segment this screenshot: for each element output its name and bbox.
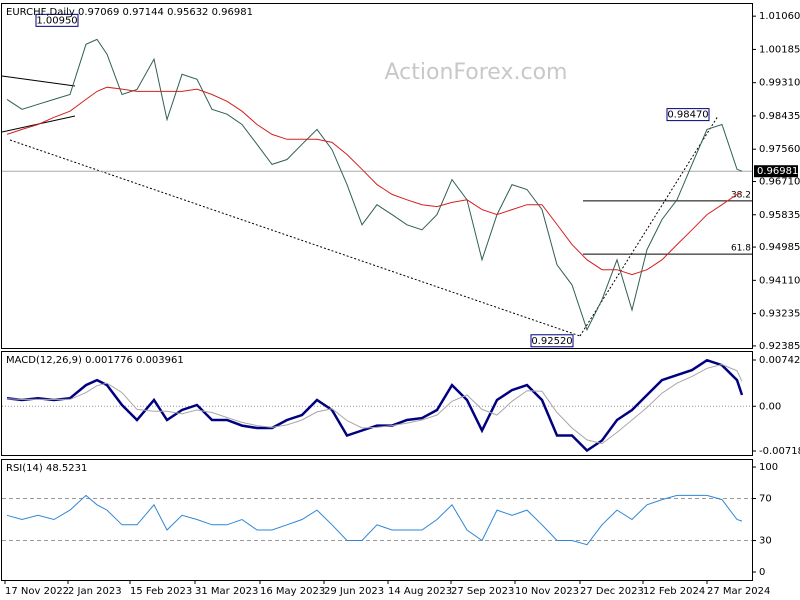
series-line	[6, 86, 743, 276]
y-tick-label: 0	[759, 567, 765, 578]
y-tick-label: 100	[759, 462, 778, 473]
x-tick-label: 12 Feb 2024	[643, 586, 705, 597]
watermark: ActionForex.com	[385, 60, 568, 85]
panel-frames	[1, 3, 753, 581]
fib-label: 38.2	[731, 190, 751, 200]
trend-line	[579, 115, 719, 337]
y-tick-label: 0.96710	[759, 177, 800, 188]
current-price-box	[754, 165, 798, 178]
price-label: 0.98470	[667, 110, 708, 121]
price-label-box	[666, 108, 710, 122]
x-tick-label: 17 Nov 2022	[5, 586, 69, 597]
macd-frame	[1, 351, 753, 456]
price-label: 1.00950	[36, 15, 77, 26]
price-label-box	[35, 13, 79, 27]
y-tick-label: 0.007427	[759, 355, 800, 366]
x-tick-label: 27 Dec 2023	[580, 586, 644, 597]
x-tick-label: 10 Nov 2023	[515, 586, 579, 597]
y-tick-label: 0.00	[759, 401, 781, 412]
x-tick-label: 27 Sep 2023	[451, 586, 514, 597]
price-label: 0.92520	[531, 336, 572, 347]
y-tick-label: -0.007186	[759, 446, 800, 457]
price-frame	[1, 3, 753, 349]
y-tick-label: 0.97560	[759, 144, 800, 155]
x-tick-label: 27 Mar 2024	[707, 586, 770, 597]
y-tick-label: 0.99310	[759, 78, 800, 89]
x-tick-label: 16 May 2023	[260, 586, 325, 597]
fib-label: 61.8	[731, 244, 751, 254]
series-line	[6, 494, 743, 546]
panel-title: RSI(14) 48.5231	[6, 463, 87, 474]
series-line	[6, 363, 743, 445]
price-label-box	[530, 334, 574, 348]
y-tick-label: 0.95835	[759, 210, 800, 221]
panel-title: MACD(12,26,9) 0.001776 0.003961	[6, 355, 184, 366]
y-tick-label: 0.98435	[759, 111, 800, 122]
series-line	[6, 38, 743, 332]
y-tick-label: 0.93235	[759, 309, 800, 320]
y-tick-label: 0.94110	[759, 275, 800, 286]
rsi-frame	[1, 459, 753, 581]
y-tick-label: 1.00185	[759, 44, 800, 55]
x-tick-label: 2 Jan 2023	[68, 586, 122, 597]
x-tick-label: 14 Aug 2023	[388, 586, 452, 597]
current-price-label: 0.96981	[757, 166, 798, 177]
x-tick-label: 31 Mar 2023	[195, 586, 258, 597]
trend-line	[1, 75, 76, 87]
x-tick-label: 29 Jun 2023	[324, 586, 384, 597]
trend-line	[9, 139, 581, 337]
x-tick-label: 15 Feb 2023	[130, 586, 192, 597]
y-tick-label: 1.01060	[759, 11, 800, 22]
y-tick-label: 0.94985	[759, 242, 800, 253]
series-line	[6, 358, 744, 453]
y-tick-label: 0.92385	[759, 341, 800, 352]
y-tick-label: 70	[759, 494, 772, 505]
y-tick-label: 30	[759, 536, 772, 547]
panel-title: EURCHF,Daily 0.97069 0.97144 0.95632 0.9…	[6, 7, 253, 18]
